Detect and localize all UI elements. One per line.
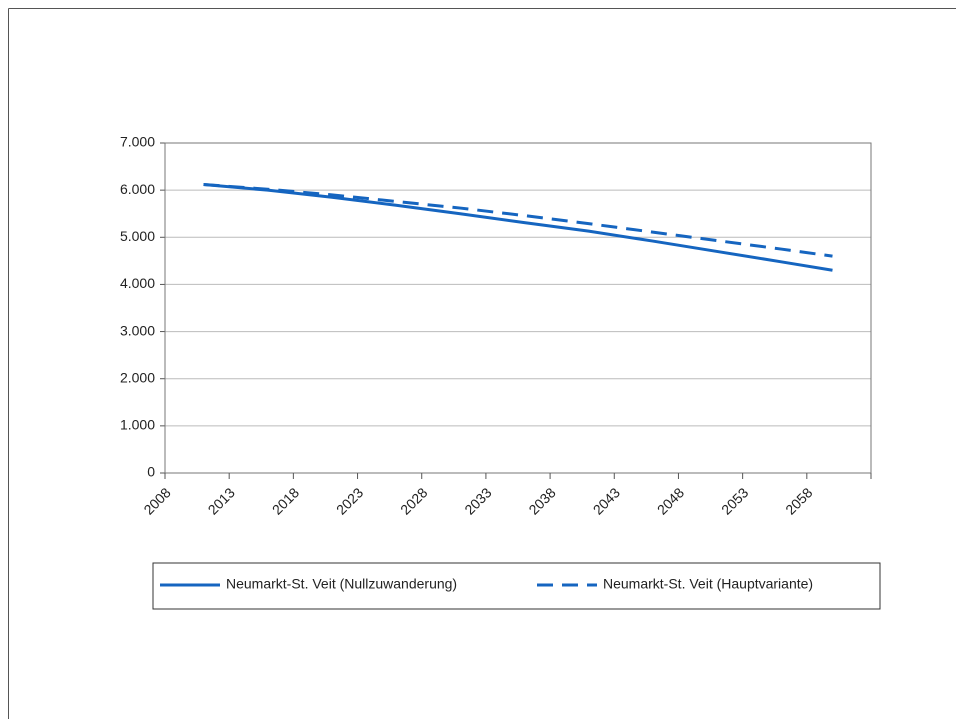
- series-line: [203, 182, 833, 272]
- x-tick-label: 2018: [269, 484, 302, 517]
- legend-box: [152, 562, 881, 610]
- y-tick-label: 3.000: [120, 322, 155, 338]
- x-tick-label: 2013: [205, 484, 238, 517]
- plot-area: [164, 142, 872, 474]
- x-tick-label: 2053: [718, 484, 751, 517]
- y-tick-label: 2.000: [120, 369, 155, 385]
- y-tick-label: 0: [147, 464, 155, 480]
- x-tick-label: 2033: [461, 484, 494, 517]
- x-tick-label: 2028: [397, 484, 430, 517]
- x-tick-label: 2008: [140, 484, 173, 517]
- legend-label: Neumarkt-St. Veit (Nullzuwanderung): [226, 576, 457, 592]
- x-tick-label: 2038: [525, 484, 558, 517]
- x-tick-label: 2043: [590, 484, 623, 517]
- legend-label: Neumarkt-St. Veit (Hauptvariante): [603, 576, 813, 592]
- x-tick-label: 2048: [654, 484, 687, 517]
- x-tick-label: 2023: [333, 484, 366, 517]
- y-tick-label: 5.000: [120, 228, 155, 244]
- y-tick-label: 4.000: [120, 275, 155, 291]
- y-tick-label: 6.000: [120, 181, 155, 197]
- series-line: [203, 182, 833, 258]
- y-tick-label: 7.000: [120, 134, 155, 150]
- x-tick-label: 2058: [782, 484, 815, 517]
- y-tick-label: 1.000: [120, 417, 155, 433]
